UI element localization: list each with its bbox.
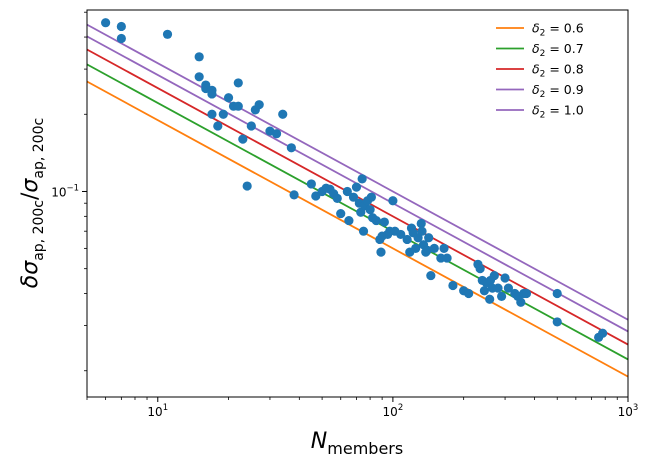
fit-line-1	[87, 80, 628, 378]
legend-label-5: δ2 = 1.0	[532, 103, 584, 121]
data-point-27	[289, 190, 299, 200]
data-point-72	[429, 243, 439, 253]
data-point-90	[500, 273, 510, 283]
data-point-65	[416, 218, 426, 229]
data-point-42	[357, 174, 367, 184]
data-point-11	[207, 109, 217, 119]
data-point-96	[521, 288, 532, 299]
data-point-74	[439, 243, 449, 253]
data-point-20	[246, 121, 256, 131]
data-point-17	[233, 101, 243, 111]
y-axis-label: δσap, 200c/σap, 200c	[18, 118, 47, 288]
data-point-51	[376, 247, 386, 257]
data-point-56	[388, 196, 398, 206]
data-point-47	[366, 192, 376, 202]
data-point-12	[213, 121, 223, 131]
data-point-36	[342, 186, 352, 197]
legend-label-3: δ2 = 0.8	[532, 62, 584, 80]
x-tick-label-1: 101	[147, 403, 168, 419]
data-point-34	[332, 193, 342, 203]
data-point-29	[311, 191, 321, 201]
legend-label-2: δ2 = 0.7	[532, 41, 584, 59]
legend: δ2 = 0.6 δ2 = 0.7 δ2 = 0.8 δ2 = 0.9 δ2 = 1.0	[496, 21, 584, 121]
data-point-16	[233, 78, 243, 88]
data-point-4	[162, 29, 173, 39]
data-point-13	[218, 109, 228, 119]
data-point-89	[497, 291, 507, 301]
data-point-10	[207, 89, 217, 99]
data-point-97	[552, 288, 562, 299]
data-point-98	[552, 317, 562, 327]
data-point-59	[402, 234, 412, 245]
data-point-22	[254, 100, 264, 110]
x-tick-label-3: 103	[618, 403, 639, 419]
data-point-78	[464, 288, 474, 299]
data-point-24	[271, 129, 282, 139]
data-point-25	[278, 109, 288, 119]
data-point-100	[598, 328, 608, 338]
data-point-58	[396, 229, 406, 240]
data-point-69	[422, 245, 432, 255]
data-point-91	[503, 283, 514, 293]
y-tick-label-1: 10−1	[51, 183, 79, 199]
data-point-88	[493, 283, 503, 293]
data-point-80	[475, 264, 485, 274]
data-point-71	[426, 270, 436, 281]
data-point-18	[238, 134, 248, 144]
legend-label-1: δ2 = 0.6	[532, 21, 584, 39]
data-point-46	[365, 204, 375, 215]
x-tick-label-2: 102	[383, 403, 404, 419]
data-point-84	[485, 294, 495, 304]
data-point-28	[306, 179, 316, 189]
data-point-39	[351, 182, 362, 192]
data-point-37	[344, 215, 354, 226]
data-point-53	[379, 217, 389, 227]
data-point-49	[371, 215, 381, 226]
data-point-6	[194, 72, 204, 82]
data-point-1	[101, 18, 111, 28]
data-point-5	[194, 52, 204, 62]
data-point-35	[336, 208, 346, 219]
fit-line-5	[87, 23, 628, 321]
data-point-70	[424, 233, 434, 243]
x-axis-label: Nmembers	[311, 429, 403, 458]
data-point-3	[116, 33, 126, 44]
legend-label-4: δ2 = 0.9	[532, 82, 584, 100]
data-point-76	[448, 280, 458, 291]
data-point-66	[417, 226, 427, 236]
data-point-38	[348, 192, 359, 202]
data-point-2	[116, 21, 126, 32]
data-point-19	[242, 181, 252, 191]
x-axis: 101 102 103	[86, 397, 639, 419]
data-point-75	[442, 253, 452, 263]
data-point-14	[223, 93, 234, 103]
scatter-points	[101, 18, 608, 342]
data-point-43	[358, 226, 369, 236]
data-point-94	[516, 297, 526, 307]
data-point-63	[411, 243, 421, 253]
data-point-87	[489, 270, 499, 281]
data-point-26	[286, 143, 296, 153]
y-axis: 10−1	[51, 11, 87, 372]
data-point-82	[479, 286, 489, 296]
